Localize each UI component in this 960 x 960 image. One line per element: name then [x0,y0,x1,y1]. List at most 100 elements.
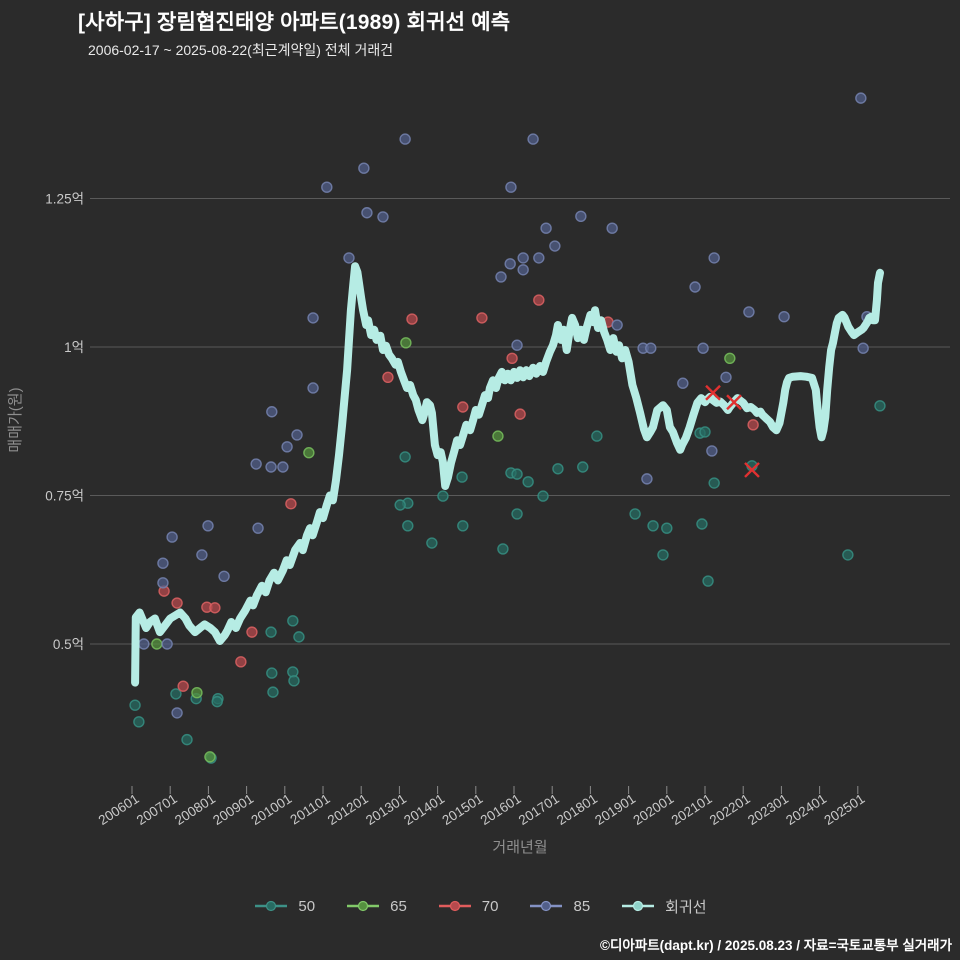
scatter-point-85 [202,520,214,532]
scatter-point-50 [265,626,277,638]
x-tick-label: 200601 [96,791,142,828]
scatter-point-85 [361,207,373,219]
scatter-point-85 [138,638,150,650]
scatter-point-85 [533,252,545,264]
page-title: [사하구] 장림협진태양 아파트(1989) 회귀선 예측 [78,11,511,34]
legend-label: 70 [481,897,499,915]
scatter-point-50 [497,543,509,555]
scatter-point-70 [285,498,297,510]
scatter-point-65 [204,751,216,763]
y-tick-label: 0.75억 [45,489,84,504]
legend-label: 50 [298,897,316,915]
scatter-point-70 [514,408,526,420]
scatter-point-70 [382,371,394,383]
legend-item-회귀선: 회귀선 [620,896,707,917]
scatter-point-50 [699,426,711,438]
scatter-point-50 [287,615,299,627]
x-tick-label: 200901 [210,791,256,828]
scatter-point-70 [246,626,258,638]
scatter-point-65 [724,352,736,364]
scatter-point-85 [645,342,657,354]
scatter-point-85 [527,133,539,145]
scatter-point-85 [517,264,529,276]
scatter-point-85 [291,429,303,441]
scatter-point-70 [235,656,247,668]
regression-path [131,262,884,687]
x-tick-label: 201701 [516,791,562,828]
scatter-point-50 [702,575,714,587]
scatter-point-70 [209,602,221,614]
scatter-point-50 [267,686,279,698]
x-axis-tick-labels: 2006012007012008012009012010012011012012… [96,786,867,828]
chart-header: [사하구] 장림협진태양 아파트(1989) 회귀선 예측 2006-02-17… [78,10,510,60]
scatter-point-50 [399,451,411,463]
scatter-point-85 [611,319,623,331]
x-tick-label: 201901 [592,791,638,828]
scatter-point-85 [307,312,319,324]
scatter-point-70 [457,401,469,413]
legend-label: 회귀선 [665,898,707,916]
scatter-point-85 [606,222,618,234]
scatter-point-85 [540,222,552,234]
scatter-point-50 [708,477,720,489]
scatter-point-85 [575,210,587,223]
scatter-point-85 [857,342,869,354]
scatter-point-85 [743,306,755,318]
scatter-point-50 [266,667,278,679]
scatter-point-85 [504,258,516,270]
scatter-point-50 [629,508,641,520]
scatter-point-50 [426,537,438,549]
scatter-point-50 [402,520,414,532]
legend-label: 65 [390,897,407,915]
x-tick-label: 201201 [325,791,371,828]
legend-dot [633,900,644,912]
regression-line [131,262,884,687]
y-tick-label: 0.5억 [53,637,84,652]
scatter-point-50 [511,468,523,480]
scatter-point-85 [266,406,278,418]
scatter-point-85 [157,557,169,569]
scatter-point-50 [288,675,300,687]
page-subtitle: 2006-02-17 ~ 2025-08-22(최근계약일) 전체 거래건 [88,42,394,58]
scatter-point-50 [661,522,673,534]
scatter-point-50 [577,461,589,473]
y-tick-label: 1.25억 [45,192,84,207]
legend-item-70: 70 [437,897,499,915]
scatter-point-50 [657,549,669,561]
footer-credit: ©디아파트(dapt.kr) / 2025.08.23 / 자료=국토교통부 실… [600,938,952,953]
scatter-point-85 [495,271,507,283]
scatter-point-50 [457,520,469,532]
legend-swatch-icon [347,900,380,912]
scatter-point-65 [492,430,504,442]
x-tick-label: 201601 [478,791,524,828]
scatter-point-85 [157,577,169,589]
scatter-point-85 [343,252,355,264]
legend-swatch-icon [255,900,288,912]
scatter-point-50 [293,631,305,643]
scatter-point-85 [281,441,293,453]
scatter-point-85 [161,638,173,650]
x-tick-label: 202101 [669,791,715,828]
cancelled-deal-x-marks [705,384,760,478]
chart-legend: 50 65 70 85 회귀선 [0,892,960,920]
scatter-point-50 [394,499,406,511]
scatter-points [129,92,886,764]
x-tick-label: 202001 [630,791,676,828]
legend-dot [266,900,277,912]
scatter-point-50 [647,520,659,532]
legend-dot [541,900,552,912]
scatter-point-50 [522,476,534,488]
scatter-point-85 [250,458,262,470]
scatter-point-85 [641,473,653,485]
scatter-point-70 [406,313,418,325]
x-tick-label: 201301 [363,791,409,828]
x-tick-label: 202501 [821,791,867,828]
cancel-x-mark [705,384,721,401]
scatter-point-50 [170,688,182,700]
scatter-point-70 [506,352,518,364]
scatter-point-70 [177,680,189,692]
y-axis-title: 매매가(원) [7,387,24,452]
scatter-point-70 [533,294,545,306]
x-tick-label: 200701 [134,791,180,828]
